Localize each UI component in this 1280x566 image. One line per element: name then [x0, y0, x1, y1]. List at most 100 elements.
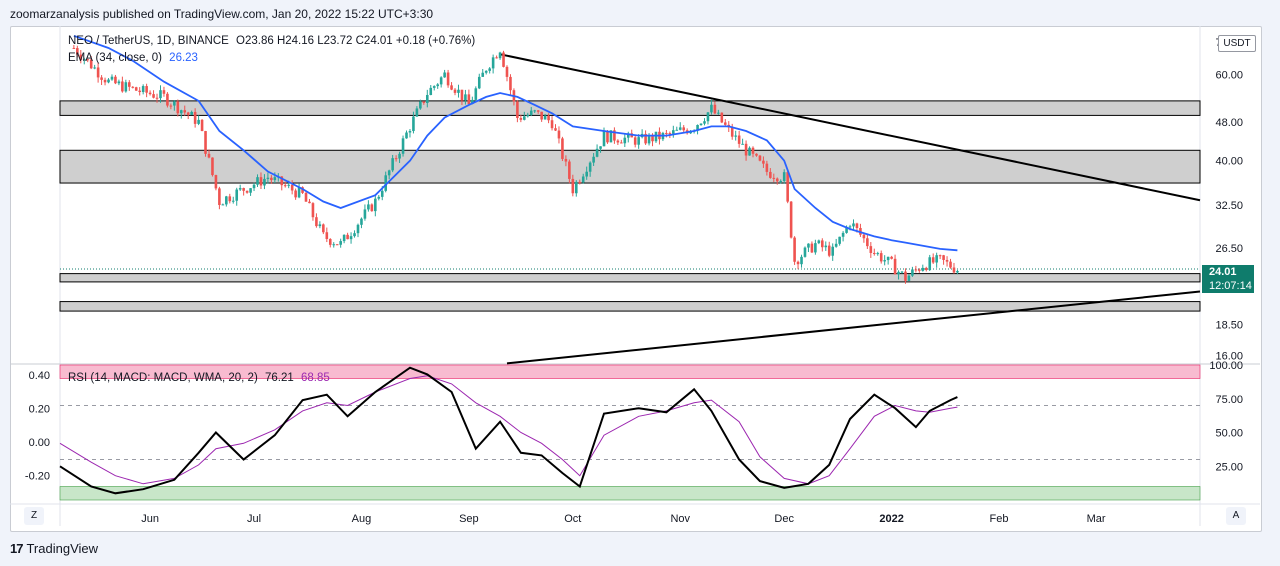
ema-value: 26.23 [169, 52, 198, 64]
candle-body [744, 143, 748, 156]
auto-scale-button[interactable]: A [1226, 507, 1246, 525]
rsi-ma-value: 68.85 [300, 372, 330, 384]
candle-body [124, 82, 128, 92]
candle-body [425, 94, 429, 103]
price-tick-label: 16.00 [1215, 350, 1243, 362]
time-tick-label: 2022 [879, 513, 903, 525]
candle-body [193, 111, 197, 124]
candle-body [412, 116, 415, 132]
candle-body [595, 148, 599, 157]
candle-body [613, 130, 616, 141]
candle-body [82, 59, 86, 61]
candle-body [263, 178, 266, 186]
candle-body [467, 94, 471, 105]
candle-body [134, 87, 138, 91]
candle-body [145, 86, 148, 93]
candle-body [723, 122, 727, 125]
candle-body [332, 244, 336, 246]
price-tick-label: 60.00 [1215, 70, 1243, 82]
candle-body [290, 184, 294, 191]
candle-body [848, 226, 852, 228]
candle-body [477, 76, 481, 89]
currency-badge[interactable]: USDT [1218, 35, 1256, 52]
candle-body [252, 184, 256, 189]
candle-body [339, 241, 342, 245]
candle-body [304, 192, 308, 202]
time-tick-label: Aug [352, 513, 372, 525]
candle-body [405, 132, 408, 139]
candle-body [793, 237, 796, 262]
rsi-tick-label: 25.00 [1215, 461, 1243, 473]
candle-body [422, 101, 426, 103]
sr-zone-3 [59, 301, 1201, 312]
candle-body [592, 156, 595, 163]
candle-body [924, 267, 928, 271]
candle-body [907, 275, 911, 281]
candle-body [439, 77, 443, 85]
candle-body [900, 271, 904, 273]
candle-body [183, 110, 187, 113]
candle-body [471, 99, 474, 105]
candle-body [668, 133, 672, 135]
candle-body [491, 57, 495, 69]
candle-body [772, 177, 776, 179]
zoom-button[interactable]: Z [24, 507, 44, 525]
price-tick-label: 32.50 [1215, 200, 1243, 212]
candle-body [484, 70, 488, 73]
candle-body [311, 203, 315, 218]
candle-body [519, 118, 523, 120]
rsi-value: 76.21 [264, 372, 294, 384]
candle-body [821, 240, 824, 248]
candle-body [928, 257, 932, 271]
candle-body [533, 110, 537, 112]
candles-layer [72, 45, 959, 284]
candle-body [942, 255, 945, 260]
published-caption: zoomarzanalysis published on TradingView… [10, 7, 434, 21]
candle-body [401, 138, 405, 154]
candle-body [391, 158, 394, 171]
candle-body [249, 188, 252, 193]
candle-body [561, 138, 564, 159]
candle-body [810, 243, 814, 253]
candle-body [280, 176, 284, 186]
candle-body [200, 119, 204, 132]
ema-line [73, 34, 958, 252]
candle-body [360, 218, 363, 225]
candle-body [169, 105, 173, 107]
candle-body [342, 234, 346, 242]
candle-body [699, 123, 703, 125]
candle-body [283, 185, 287, 187]
candle-body [79, 54, 83, 61]
candle-body [148, 92, 152, 95]
candle-body [904, 271, 907, 281]
bar-countdown: 12:07:14 [1209, 280, 1252, 292]
candle-body [238, 188, 242, 190]
rsi-tick-label: 100.00 [1209, 360, 1243, 372]
candle-body [574, 181, 578, 194]
candle-body [349, 236, 353, 240]
candle-body [498, 52, 502, 59]
candle-body [817, 240, 821, 244]
candle-body [706, 112, 710, 122]
candle-body [599, 146, 602, 149]
symbol-name: NEO / TetherUS, 1D, BINANCE [68, 35, 229, 47]
candle-body [616, 140, 620, 143]
candle-body [121, 81, 124, 92]
candle-body [155, 97, 159, 99]
candle-body [651, 134, 654, 142]
candle-body [207, 153, 211, 158]
candle-body [152, 94, 155, 98]
candle-body [356, 224, 360, 234]
tradingview-logo[interactable]: 17 TradingView [10, 541, 98, 556]
candle-body [866, 238, 869, 247]
candle-body [256, 177, 259, 185]
candle-body [765, 163, 769, 172]
candle-body [557, 130, 561, 139]
candle-body [225, 196, 228, 205]
candle-body [429, 87, 433, 95]
candle-body [457, 89, 460, 93]
candle-body [367, 204, 370, 210]
candle-body [346, 234, 349, 240]
candle-body [166, 93, 169, 106]
